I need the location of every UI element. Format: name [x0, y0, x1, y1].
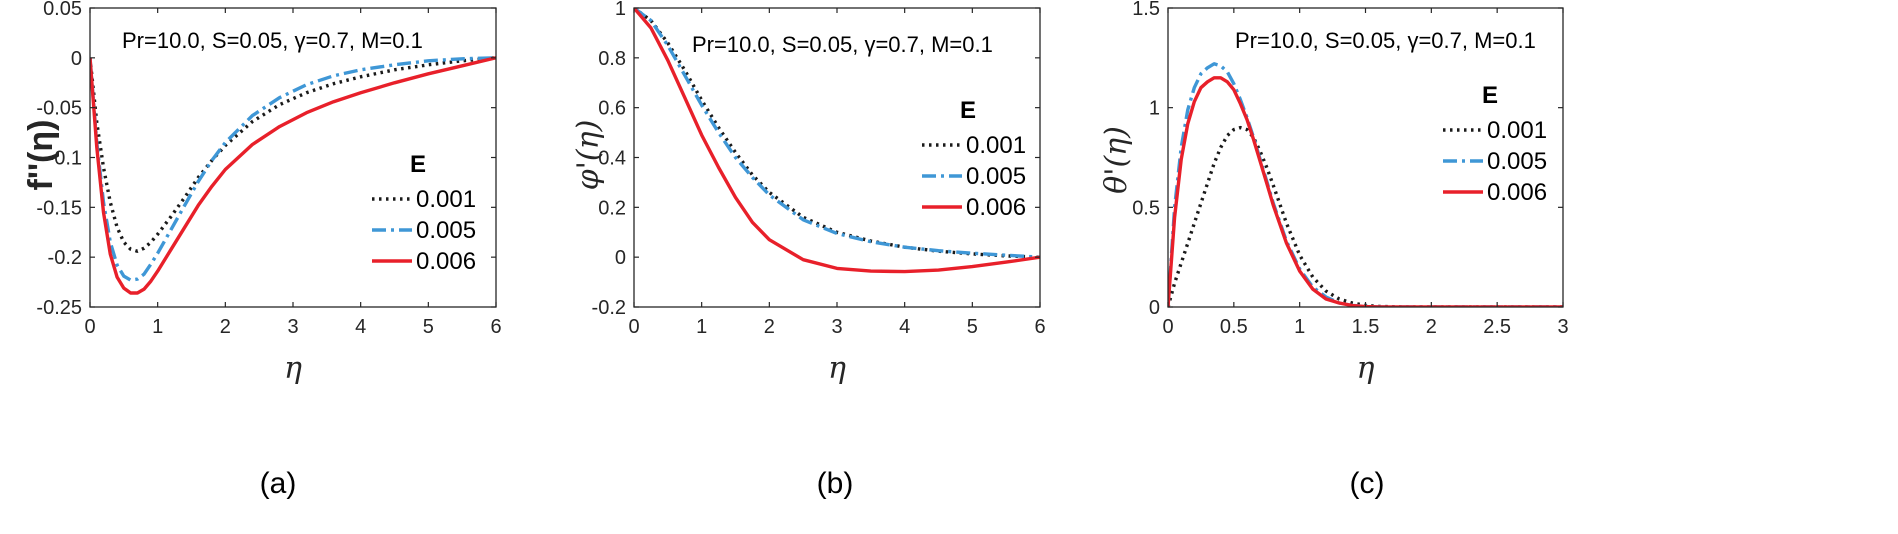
- parameter-annotation: Pr=10.0, S=0.05, γ=0.7, M=0.1: [692, 32, 993, 57]
- x-tick-label: 3: [287, 316, 298, 338]
- chart-panel-b: 0 1 2 3 4 5 610.80.60.40.20-0.2Pr=10.0, S=0.05…: [571, 0, 1046, 500]
- panel-caption: (a): [260, 467, 297, 500]
- x-tick-label: 6: [1034, 316, 1045, 338]
- x-tick-label: 0: [1162, 316, 1173, 338]
- legend-title: E: [960, 97, 976, 124]
- y-axis-label: θ'(η): [1099, 126, 1134, 194]
- legend-label: 0.001: [966, 132, 1026, 159]
- legend-label: 0.005: [416, 217, 476, 244]
- x-tick-label: 4: [899, 316, 910, 338]
- panel-caption: (c): [1350, 467, 1385, 500]
- y-tick-label: -0.2: [592, 297, 626, 319]
- legend-label: 0.006: [416, 248, 476, 275]
- y-tick-label: 0.5: [1132, 197, 1160, 219]
- legend-label: 0.005: [966, 163, 1026, 190]
- x-axis-label: η: [284, 351, 302, 386]
- series-line-0.001: [634, 8, 1040, 259]
- x-tick-label: 2: [764, 316, 775, 338]
- y-tick-label: 0.6: [598, 98, 626, 120]
- y-tick-label: 0: [1149, 297, 1160, 319]
- x-tick-label: 3: [831, 316, 842, 338]
- y-tick-label: 0.4: [598, 148, 626, 170]
- legend-label: 0.001: [416, 186, 476, 213]
- x-tick-label: 0: [84, 316, 95, 338]
- legend-title: E: [410, 151, 426, 178]
- x-tick-label: 4: [355, 316, 366, 338]
- y-tick-label: 1: [615, 0, 626, 20]
- legend-label: 0.006: [966, 194, 1026, 221]
- chart-panel-c: 0 0.5 1 1.5 2 2.5 3 1.5 1 0.5 0 Pr=10.0, S=0.05, γ=…: [1099, 0, 1569, 500]
- x-tick-label: 5: [423, 316, 434, 338]
- chart-panel-a: 0 1 2 3 4 5 6 0.05 0 -0.05 -0.1 -0.15 -0.2 -0.25 Pr=10…: [22, 0, 502, 500]
- y-tick-label: 0.2: [598, 197, 626, 219]
- y-axis-label: f''(η): [22, 120, 60, 191]
- y-tick-label: 0.8: [598, 48, 626, 70]
- y-tick-label: -0.2: [48, 247, 82, 269]
- x-axis-label: η: [1357, 351, 1375, 386]
- x-tick-label: 1.5: [1352, 316, 1380, 338]
- x-tick-label: 1: [696, 316, 707, 338]
- x-tick-label: 0.5: [1220, 316, 1248, 338]
- x-tick-label: 2: [220, 316, 231, 338]
- y-tick-label: 0: [615, 247, 626, 269]
- x-tick-label: 3: [1557, 316, 1568, 338]
- series-line-0.005: [90, 56, 496, 282]
- series-line-0.006: [90, 56, 496, 295]
- y-tick-label: 0.05: [43, 0, 82, 20]
- x-tick-label: 2.5: [1483, 316, 1511, 338]
- y-tick-label: -0.05: [36, 98, 82, 120]
- legend-label: 0.005: [1487, 148, 1547, 175]
- x-tick-label: 0: [628, 316, 639, 338]
- x-tick-label: 5: [967, 316, 978, 338]
- series-line-0.006: [634, 8, 1040, 274]
- legend-label: 0.001: [1487, 117, 1547, 144]
- legend-title: E: [1482, 82, 1498, 109]
- y-tick-label: 1.5: [1132, 0, 1160, 20]
- y-axis-label: φ'(η): [571, 120, 606, 191]
- x-tick-label: 1: [1294, 316, 1305, 338]
- series-line-0.001: [90, 56, 496, 253]
- y-tick-label: -0.15: [36, 197, 82, 219]
- y-tick-label: 0: [71, 48, 82, 70]
- parameter-annotation: Pr=10.0, S=0.05, γ=0.7, M=0.1: [122, 28, 423, 53]
- series-line-0.005: [634, 8, 1040, 259]
- y-tick-label: -0.1: [48, 148, 82, 170]
- parameter-annotation: Pr=10.0, S=0.05, γ=0.7, M=0.1: [1235, 28, 1536, 53]
- x-tick-label: 1: [152, 316, 163, 338]
- x-axis-label: η: [828, 351, 846, 386]
- x-tick-label: 6: [490, 316, 501, 338]
- legend-label: 0.006: [1487, 179, 1547, 206]
- y-tick-label: 1: [1149, 98, 1160, 120]
- panel-caption: (b): [817, 467, 854, 500]
- y-tick-label: -0.25: [36, 297, 82, 319]
- x-tick-label: 2: [1426, 316, 1437, 338]
